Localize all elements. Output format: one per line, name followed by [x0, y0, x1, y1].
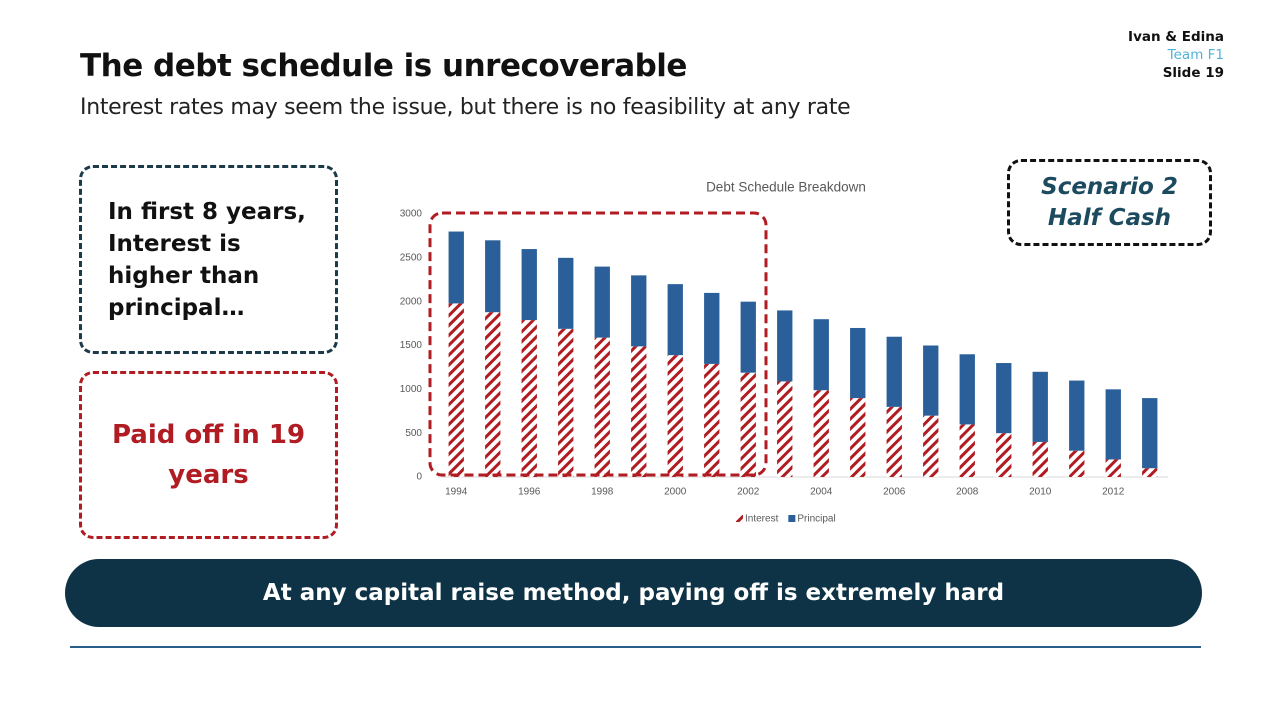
bar-segment [777, 310, 793, 382]
x-tick-label: 2010 [1029, 487, 1052, 498]
x-tick-label: 2004 [810, 487, 833, 498]
interest-callout: In first 8 years, Interest is higher tha… [79, 165, 338, 354]
y-tick-label: 2500 [400, 252, 423, 263]
bar-segment [996, 433, 1012, 477]
x-tick-label: 2000 [664, 487, 687, 498]
bar-segment [448, 303, 464, 477]
authors: Ivan & Edina [1128, 29, 1224, 45]
bar-segment [667, 355, 683, 477]
banner: At any capital raise method, paying off … [65, 559, 1202, 627]
bar-segment [886, 336, 902, 407]
x-tick-label: 2012 [1102, 487, 1125, 498]
bar-segment [631, 346, 647, 477]
bar-segment [704, 363, 720, 477]
bar-segment [740, 301, 756, 373]
legend-swatch [736, 515, 743, 522]
y-tick-label: 2000 [400, 296, 423, 307]
bar-segment [1142, 468, 1158, 477]
chart: Debt Schedule Breakdown 0 500 1000 1500 2000… [400, 180, 1168, 525]
bar-segment [996, 363, 1012, 434]
bar-segment [850, 327, 866, 399]
y-tick-label: 0 [416, 472, 422, 483]
legend-label: Principal [797, 514, 835, 525]
x-tick-label: 1996 [518, 487, 541, 498]
y-tick-label: 500 [405, 428, 422, 439]
scenario-line: Scenario 2 [1041, 173, 1178, 200]
bar-segment [631, 275, 647, 347]
legend-label: Interest [745, 514, 779, 525]
bar-segment [704, 292, 720, 364]
bar-segment [959, 354, 975, 425]
y-tick-label: 3000 [400, 209, 423, 220]
bar-segment [1032, 371, 1048, 442]
slide-subtitle: Interest rates may seem the issue, but t… [80, 95, 851, 120]
slide-number: Slide 19 [1162, 65, 1224, 81]
x-tick-label: 2008 [956, 487, 979, 498]
x-tick-label: 1994 [445, 487, 468, 498]
bar-segment [521, 320, 537, 477]
bar-segment [485, 312, 501, 477]
bar-segment [923, 415, 939, 477]
bar-segment [558, 328, 574, 477]
bar-segment [1105, 389, 1121, 460]
team: Team F1 [1167, 47, 1224, 63]
slide-meta: Ivan & Edina Team F1 Slide 19 [1128, 28, 1224, 82]
chart-title: Debt Schedule Breakdown [706, 180, 866, 195]
divider [70, 646, 1201, 648]
x-tick-label: 2002 [737, 487, 760, 498]
bar-segment [1142, 398, 1158, 469]
bar-segment [1069, 450, 1085, 477]
callout-text: In first 8 years, Interest is higher tha… [108, 198, 306, 321]
bar-segment [594, 266, 610, 338]
bar-segment [1105, 459, 1121, 477]
scenario-callout: Scenario 2 Half Cash [1007, 159, 1212, 246]
bar-segment [558, 257, 574, 329]
bar-segment [886, 406, 902, 477]
bar-segment [777, 381, 793, 477]
highlight-frame [428, 211, 768, 477]
y-tick-label: 1500 [400, 340, 423, 351]
bar-segment [813, 319, 829, 391]
x-tick-label: 1998 [591, 487, 614, 498]
bar-segment [521, 249, 537, 321]
bar-segment [813, 390, 829, 477]
bar-segment [485, 240, 501, 313]
legend-swatch [788, 515, 796, 522]
bar-segment [740, 372, 756, 477]
bar-segment [448, 231, 464, 304]
bar-segment [959, 424, 975, 477]
scenario-line: Half Cash [1047, 204, 1172, 231]
bar-segment [594, 337, 610, 477]
bar-segment [667, 284, 683, 356]
callout-text: Paid off in 19 years [111, 420, 306, 490]
bar-segment [923, 345, 939, 416]
slide-title: The debt schedule is unrecoverable [80, 48, 687, 84]
payoff-callout: Paid off in 19 years [79, 371, 338, 539]
bar-segment [850, 398, 866, 477]
y-tick-label: 1000 [400, 384, 423, 395]
x-tick-label: 2006 [883, 487, 906, 498]
bar-segment [1069, 380, 1085, 451]
bar-segment [1032, 441, 1048, 477]
